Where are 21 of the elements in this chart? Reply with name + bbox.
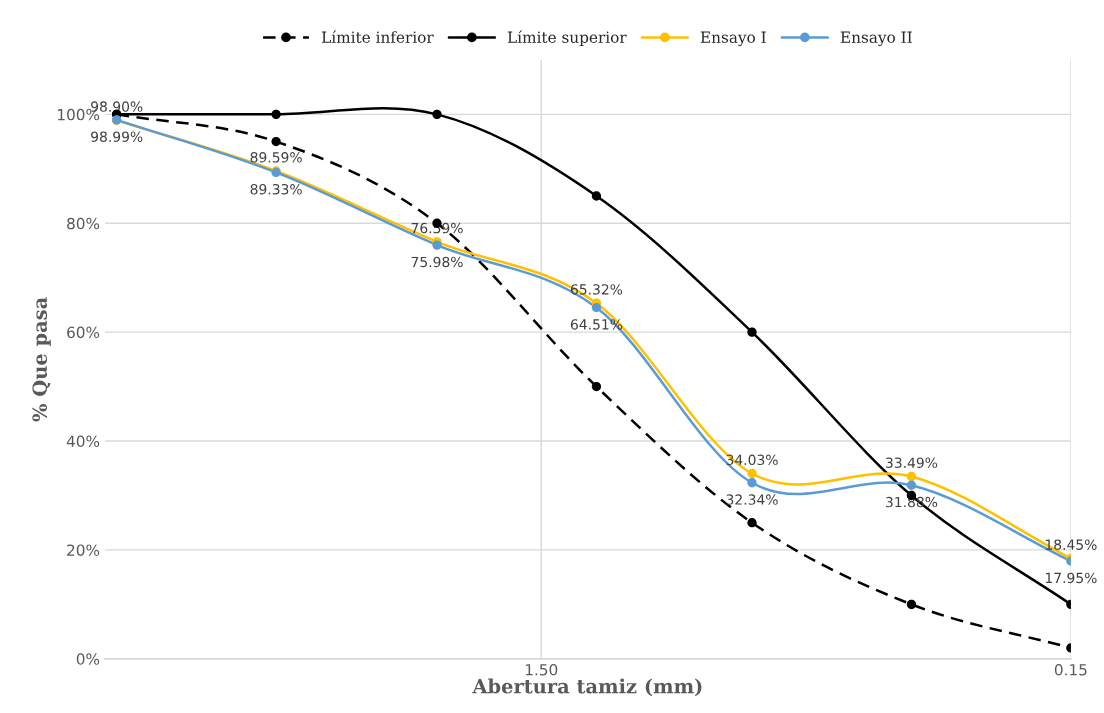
y-tick-label: 60% xyxy=(67,326,100,339)
data-label: 32.34% xyxy=(726,494,778,505)
y-axis-title: % Que pasa xyxy=(32,297,51,422)
y-tick-label: 80% xyxy=(67,217,100,230)
y-tick-label: 0% xyxy=(76,653,100,665)
x-tick-label: 1.50 xyxy=(525,663,558,676)
legend-label: Ensayo II xyxy=(840,31,912,47)
data-label: 18.45% xyxy=(1045,539,1097,550)
data-label: 75.98% xyxy=(411,256,463,268)
data-label: 33.49% xyxy=(886,457,938,468)
legend-label: Límite inferior xyxy=(321,30,434,43)
legend-label: Límite superior xyxy=(507,30,627,46)
y-tick-label: 20% xyxy=(67,544,100,556)
data-label: 89.59% xyxy=(250,152,302,163)
data-label: 89.33% xyxy=(250,184,302,195)
legend-label: Ensayo I xyxy=(700,31,766,47)
x-tick-label: 0.15 xyxy=(1054,663,1087,676)
y-tick-label: 40% xyxy=(66,435,100,448)
x-axis-title: Abertura tamiz (mm) xyxy=(472,678,702,697)
data-label: 17.95% xyxy=(1045,572,1097,584)
data-label: 98.99% xyxy=(91,131,143,142)
